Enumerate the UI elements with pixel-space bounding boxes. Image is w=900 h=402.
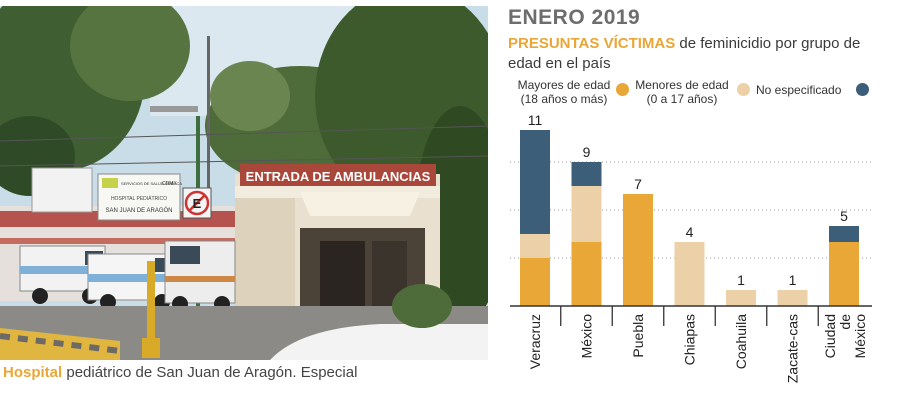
category-label: México	[579, 314, 595, 359]
caption-highlight: Hospital	[3, 364, 63, 381]
bar-chart: 11 Veracruz 9 México 7 Puebla 4 Chiapas 1 Coahuil…	[510, 112, 872, 383]
category-label-line: Zacate-cas	[785, 314, 801, 383]
category-label-line: México	[579, 314, 595, 359]
legend-label-adults: Mayores de edad (18 años o más)	[514, 78, 614, 106]
legend-adults-line1: Mayores de edad	[517, 78, 611, 92]
chart-title-highlight: PRESUNTAS VÍCTIMAS	[508, 35, 676, 52]
banner-org: SERVICIOS DE SALUD PÚBLICA	[121, 181, 182, 186]
legend-swatch-minors	[737, 83, 750, 96]
category-label: CiudaddeMéxico	[822, 314, 868, 359]
legend-label-unspecified: No especificado	[756, 83, 842, 97]
bar-segment	[829, 242, 859, 306]
entrance-sign: ENTRADA DE AMBULANCIAS	[246, 169, 431, 184]
category-label: Zacate-cas	[785, 314, 801, 383]
category-label: Coahuila	[733, 314, 749, 369]
legend-swatch-unspecified	[856, 83, 869, 96]
category-label-line: de	[837, 314, 853, 330]
bar-segment	[674, 242, 705, 306]
legend-label-minors: Menores de edad (0 a 17 años)	[632, 78, 732, 106]
category-label: Chiapas	[682, 314, 698, 365]
banner-cdmx: CDMX	[162, 181, 177, 187]
banner-line2: SAN JUAN DE ARAGÓN	[105, 207, 172, 214]
bar-segment	[520, 130, 550, 234]
bar-total-label: 1	[737, 272, 745, 288]
bar-segment	[623, 194, 653, 306]
bar-total-label: 7	[634, 176, 642, 192]
legend-swatch-adults	[616, 83, 629, 96]
legend-minors-line2: (0 a 17 años)	[646, 92, 718, 106]
legend-adults-line2: (18 años o más)	[520, 92, 608, 106]
category-label-line: Coahuila	[733, 314, 749, 369]
banner-line1: HOSPITAL PEDIÁTRICO	[111, 195, 167, 202]
bar-total-label: 4	[686, 224, 694, 240]
chart-period: ENERO 2019	[508, 6, 641, 29]
chart-title-rest: de feminicidio por grupo de edad en el p…	[508, 35, 861, 72]
category-label-line: Chiapas	[682, 314, 698, 365]
bar-segment	[571, 242, 602, 306]
bar-total-label: 9	[583, 144, 591, 160]
bar-segment	[571, 186, 602, 242]
photo-caption: Hospital pediátrico de San Juan de Aragó…	[3, 364, 357, 381]
no-parking-letter: E	[193, 196, 202, 211]
bar-total-label: 1	[789, 272, 797, 288]
category-label-line: Puebla	[630, 314, 646, 358]
hospital-photo: SERVICIOS DE SALUD PÚBLICA CDMX HOSPITAL…	[0, 6, 488, 360]
legend-minors-line1: Menores de edad	[635, 78, 729, 92]
chart-title: PRESUNTAS VÍCTIMAS de feminicidio por gr…	[508, 34, 868, 74]
bar-segment	[829, 226, 859, 242]
category-label: Puebla	[630, 314, 646, 358]
bar-total-label: 5	[840, 208, 848, 224]
bar-segment	[571, 162, 602, 186]
category-label-line: Veracruz	[527, 314, 543, 369]
bar-segment	[777, 290, 808, 306]
category-label-line: México	[852, 314, 868, 359]
bar-segment	[520, 234, 550, 258]
bar-total-label: 11	[528, 112, 543, 128]
caption-credit: Especial	[296, 364, 358, 381]
caption-text: pediátrico de San Juan de Aragón.	[62, 364, 297, 381]
category-label-line: Ciudad	[822, 314, 838, 358]
bar-segment	[726, 290, 756, 306]
bar-segment	[520, 258, 550, 306]
category-label: Veracruz	[527, 314, 543, 369]
